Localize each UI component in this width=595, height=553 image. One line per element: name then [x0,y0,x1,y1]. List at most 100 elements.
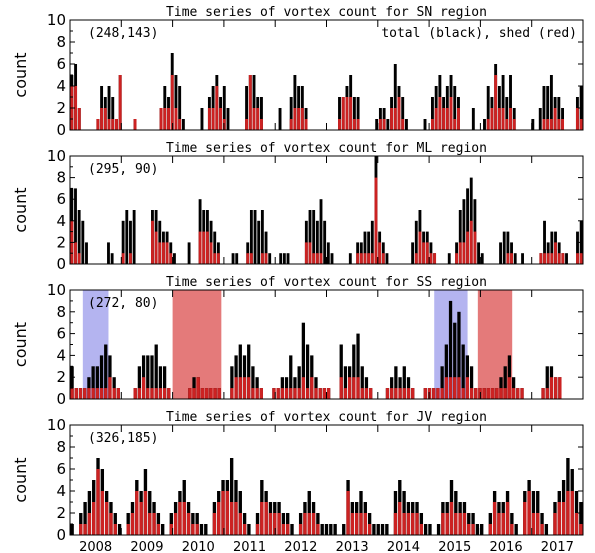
bar-shed [225,491,230,535]
bar-shed [411,513,415,535]
bar-shed [356,253,360,264]
bar-total [252,75,256,130]
bar-shed [536,513,540,535]
bar-shed [182,502,186,535]
bar-shed [543,253,546,264]
y-tick-label: 4 [56,77,66,95]
bar-total [230,366,234,399]
bar-shed [213,253,217,264]
bar-shed [414,253,418,264]
bar-shed [219,108,223,130]
bar-total [505,97,509,130]
bar-total [343,366,348,399]
bar-shed [289,388,293,399]
bar-shed [469,388,474,399]
bar-total [222,86,226,130]
bar-shed [558,377,562,399]
bar-total [404,119,408,130]
bar-shed [503,388,507,399]
bar-total [333,524,337,535]
y-tick-label: 2 [56,99,66,117]
bar-shed [91,388,95,399]
bar-shed [205,388,209,399]
bar-shed [507,377,512,399]
y-tick-label: 10 [47,281,66,299]
bar-total [247,524,251,535]
bar-shed [445,513,449,535]
y-tick-label: 0 [56,526,66,544]
bar-total [531,119,535,130]
corner-label: (248,143) [88,26,158,41]
bar-shed [191,524,195,535]
bar-shed [482,388,486,399]
bar-shed [374,177,378,264]
bar-shed [139,502,143,535]
bar-shed [221,491,225,535]
bar-total [477,242,480,264]
bar-shed [259,388,263,399]
bar-shed [390,108,394,130]
bar-shed [486,388,491,399]
bar-shed [154,388,158,399]
y-tick-label: 8 [56,303,66,321]
bar-shed [406,388,411,399]
legend-text: total (black), shed (red) [381,26,577,41]
bar-total [161,524,165,535]
bar-total [557,97,561,130]
bar-total [453,322,457,399]
y-axis-label: count [11,52,30,97]
bar-total [315,220,319,264]
bar-shed [108,377,112,399]
bar-total [411,242,415,264]
bar-total [423,524,428,535]
bar-total [247,344,251,399]
bar-total [514,524,518,535]
y-tick-label: 0 [56,255,66,273]
bar-shed [510,253,513,264]
bar-shed [566,491,570,535]
bar-shed [165,242,169,264]
bar-shed [461,388,465,399]
bar-shed [297,388,301,399]
bar-total [565,253,568,264]
bar-shed [200,388,205,399]
bar-total [430,97,434,130]
bar-shed [363,253,367,264]
bar-shed [286,524,290,535]
bar-shed [252,108,256,130]
bar-shed [553,513,557,535]
bar-total [226,108,230,130]
x-tick-label: 2010 [182,540,215,553]
bar-shed [360,388,364,399]
bar-total [440,366,444,399]
bar-shed [390,388,394,399]
bar-shed [542,119,546,130]
bar-total [486,86,490,130]
bar-shed [245,119,249,130]
bar-shed [135,491,139,535]
bar-total [213,231,217,264]
bar-total [229,458,234,535]
bar-shed [486,119,490,130]
bar-total [104,344,108,399]
bar-shed [322,388,327,399]
bar-total [448,300,453,399]
bar-total [447,253,451,264]
bar-shed [111,119,115,130]
bar-shed [557,502,561,535]
bar-shed [385,388,390,399]
bar-shed [115,119,118,130]
bar-total [178,86,182,130]
bar-shed [77,108,81,130]
bar-total [319,199,323,264]
bar-total [375,119,379,130]
bar-shed [402,388,406,399]
bar-shed [579,524,583,535]
bar-total [95,366,99,399]
y-tick-label: 6 [56,460,66,478]
bar-shed [454,513,458,535]
bar-total [99,355,104,399]
chart-title: Time series of vortex count for ML regio… [166,141,487,156]
bar-total [305,344,310,399]
bar-shed [549,119,553,130]
